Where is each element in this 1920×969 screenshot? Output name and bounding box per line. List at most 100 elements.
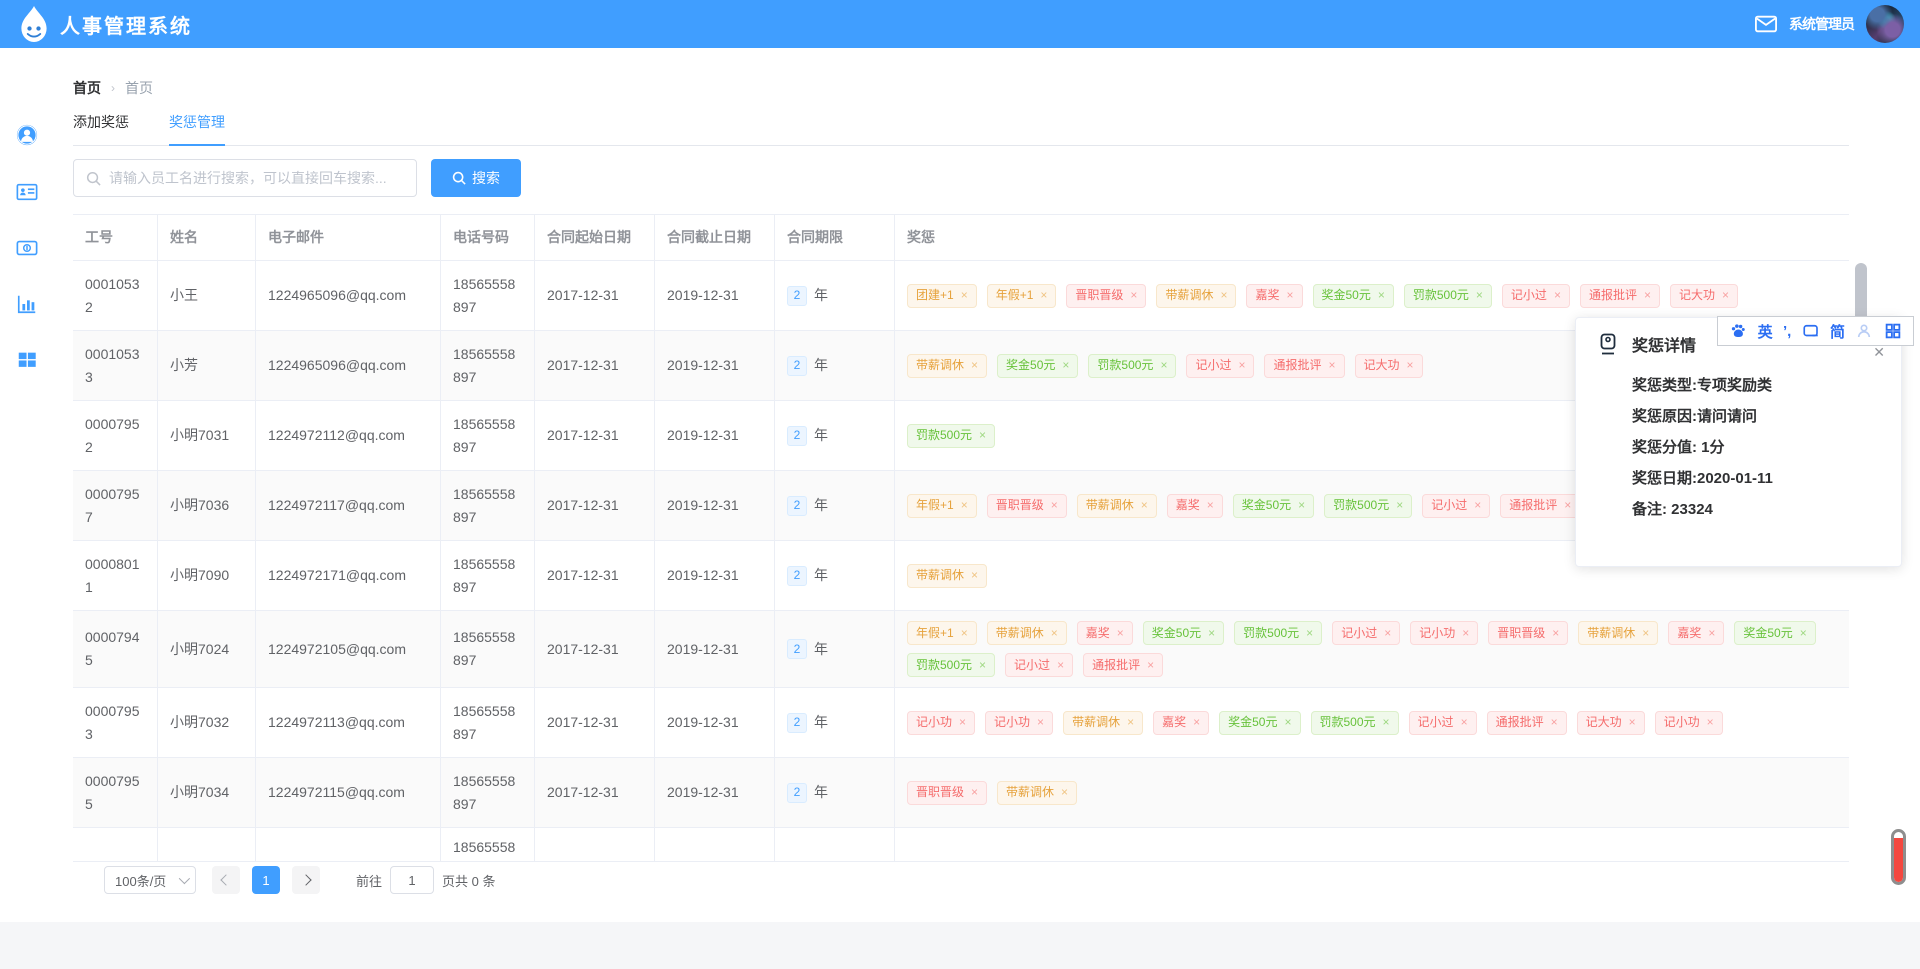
current-user-name[interactable]: 系统管理员 — [1789, 16, 1855, 32]
reward-tag[interactable]: 罚款500元 × — [1234, 621, 1323, 645]
reward-tag[interactable]: 记大功 × — [1354, 353, 1423, 378]
reward-tag[interactable]: 嘉奖 × — [1668, 621, 1725, 645]
reward-tag[interactable]: 记小功 × — [985, 710, 1054, 735]
reward-tag[interactable]: 奖金50元 × — [1312, 283, 1394, 308]
reward-tag[interactable]: 嘉奖 × — [1246, 283, 1303, 308]
tag-close-icon[interactable]: × — [1628, 715, 1636, 729]
reward-tag[interactable]: 年假+1 × — [907, 621, 977, 645]
reward-tag[interactable]: 带薪调休 × — [907, 353, 988, 378]
reward-tag[interactable]: 团建+1 × — [907, 283, 977, 308]
reward-tag[interactable]: 带薪调休 × — [1063, 710, 1144, 735]
next-page-button[interactable] — [292, 866, 320, 894]
page-size-select[interactable]: 100条/页 — [104, 866, 196, 894]
tag-close-icon[interactable]: × — [1406, 358, 1414, 372]
ime-grid-icon[interactable] — [1884, 322, 1902, 340]
tag-close-icon[interactable]: × — [960, 498, 968, 512]
sidebar-item-modules[interactable] — [16, 349, 38, 371]
reward-tag[interactable]: 罚款500元 × — [1088, 353, 1177, 378]
tag-close-icon[interactable]: × — [1116, 625, 1124, 640]
search-button[interactable]: 搜索 — [431, 159, 521, 197]
reward-tag[interactable]: 罚款500元 × — [907, 653, 996, 677]
tab-add-reward[interactable]: 添加奖惩 — [73, 114, 129, 130]
reward-tag[interactable]: 年假+1 × — [907, 493, 977, 518]
tag-close-icon[interactable]: × — [1298, 498, 1306, 512]
tag-close-icon[interactable]: × — [1550, 715, 1558, 729]
sidebar-item-statistics[interactable] — [16, 293, 38, 315]
reward-tag[interactable]: 记小过 × — [1408, 710, 1477, 735]
ime-punctuation-mode[interactable]: ’, — [1782, 322, 1792, 340]
reward-tag[interactable]: 年假+1 × — [986, 283, 1057, 308]
popup-close-icon[interactable]: ✕ — [1873, 344, 1885, 360]
tag-close-icon[interactable]: × — [1382, 715, 1390, 729]
tag-close-icon[interactable]: × — [1286, 288, 1294, 302]
soft-keyboard-icon[interactable] — [1802, 322, 1820, 340]
tag-close-icon[interactable]: × — [1040, 288, 1048, 302]
tag-close-icon[interactable]: × — [1460, 715, 1468, 729]
reward-tag[interactable]: 记小过 × — [1332, 621, 1401, 645]
tag-close-icon[interactable]: × — [1462, 625, 1470, 640]
tag-close-icon[interactable]: × — [960, 288, 968, 302]
tag-close-icon[interactable]: × — [1553, 288, 1561, 302]
reward-tag[interactable]: 罚款500元 × — [907, 423, 996, 448]
reward-tag[interactable]: 奖金50元 × — [1734, 621, 1816, 645]
tag-close-icon[interactable]: × — [1284, 715, 1292, 729]
tag-close-icon[interactable]: × — [1708, 625, 1716, 640]
reward-tag[interactable]: 嘉奖 × — [1076, 621, 1133, 645]
reward-tag[interactable]: 罚款500元 × — [1324, 493, 1413, 518]
reward-tag[interactable]: 带薪调休 × — [1156, 283, 1237, 308]
tag-close-icon[interactable]: × — [1552, 625, 1560, 640]
reward-tag[interactable]: 嘉奖 × — [1153, 710, 1210, 735]
scroll-indicator[interactable] — [1891, 829, 1906, 885]
reward-tag[interactable]: 通报批评 × — [1579, 283, 1660, 308]
tag-close-icon[interactable]: × — [1306, 625, 1314, 640]
user-avatar[interactable] — [1866, 5, 1904, 43]
tag-close-icon[interactable]: × — [971, 358, 979, 372]
reward-tag[interactable]: 奖金50元 × — [997, 353, 1079, 378]
reward-tag[interactable]: 罚款500元 × — [1310, 710, 1399, 735]
tag-close-icon[interactable]: × — [1208, 625, 1216, 640]
reward-tag[interactable]: 记大功 × — [1576, 710, 1645, 735]
tag-close-icon[interactable]: × — [1474, 498, 1482, 512]
tag-close-icon[interactable]: × — [1193, 715, 1201, 729]
reward-tag[interactable]: 记小过 × — [1501, 283, 1570, 308]
ime-simplified-mode[interactable]: 简 — [1830, 323, 1846, 341]
prev-page-button[interactable] — [212, 866, 240, 894]
tag-close-icon[interactable]: × — [979, 657, 987, 672]
sidebar-item-salary[interactable] — [16, 237, 38, 259]
reward-tag[interactable]: 带薪调休 × — [986, 621, 1067, 645]
tag-close-icon[interactable]: × — [1475, 288, 1483, 302]
reward-tag[interactable]: 奖金50元 × — [1219, 710, 1301, 735]
current-page-button[interactable]: 1 — [252, 866, 280, 894]
tag-close-icon[interactable]: × — [1377, 288, 1385, 302]
reward-tag[interactable]: 记大功 × — [1669, 283, 1739, 308]
sidebar-item-employees[interactable] — [16, 181, 38, 203]
reward-tag[interactable]: 带薪调休 × — [997, 780, 1078, 805]
tag-close-icon[interactable]: × — [1220, 288, 1228, 302]
mail-icon[interactable] — [1755, 15, 1777, 33]
tag-close-icon[interactable]: × — [1643, 288, 1651, 302]
search-input[interactable] — [109, 170, 404, 186]
tag-close-icon[interactable]: × — [1799, 625, 1807, 640]
reward-tag[interactable]: 晋职晋级 × — [907, 780, 988, 805]
tag-close-icon[interactable]: × — [1396, 498, 1404, 512]
goto-page-input[interactable] — [390, 866, 435, 894]
tab-reward-management[interactable]: 奖惩管理 — [169, 106, 225, 146]
tag-close-icon[interactable]: × — [1642, 625, 1650, 640]
reward-tag[interactable]: 晋职晋级 × — [986, 493, 1067, 518]
ime-english-mode[interactable]: 英 — [1757, 323, 1773, 341]
reward-tag[interactable]: 通报批评 × — [1486, 710, 1567, 735]
ime-user-icon[interactable] — [1855, 322, 1873, 340]
baidu-paw-icon[interactable] — [1729, 322, 1747, 340]
tag-close-icon[interactable]: × — [979, 428, 987, 442]
tag-close-icon[interactable]: × — [1057, 657, 1065, 672]
reward-tag[interactable]: 晋职晋级 × — [1488, 621, 1569, 645]
tag-close-icon[interactable]: × — [1384, 625, 1392, 640]
reward-tag[interactable]: 记小功 × — [907, 710, 976, 735]
tag-close-icon[interactable]: × — [1061, 785, 1069, 799]
tag-close-icon[interactable]: × — [1130, 288, 1138, 302]
tag-close-icon[interactable]: × — [971, 568, 979, 582]
tag-close-icon[interactable]: × — [960, 625, 968, 640]
table-scrollbar-thumb[interactable] — [1855, 263, 1867, 329]
tag-close-icon[interactable]: × — [1722, 288, 1730, 302]
tag-close-icon[interactable]: × — [1140, 498, 1148, 512]
